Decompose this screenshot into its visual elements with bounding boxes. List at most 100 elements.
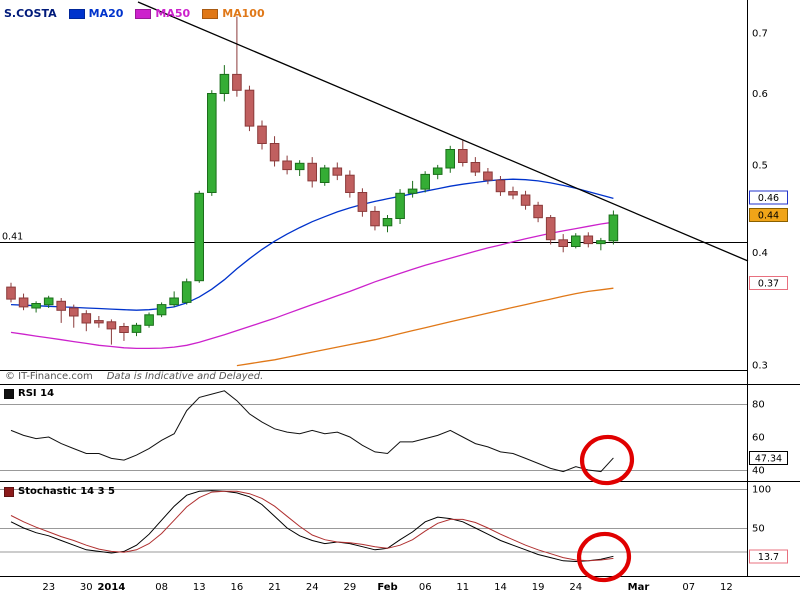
ma-line-MA50 (10, 221, 614, 350)
candle-body (94, 320, 104, 324)
x-axis-label: 12 (720, 582, 733, 593)
candle-body (43, 297, 54, 306)
candle-body (395, 192, 405, 220)
price-tick-label: 0.4 (752, 248, 768, 259)
rsi-marker-icon (4, 388, 14, 399)
rsi-panel-title[interactable]: RSI 14 (4, 388, 54, 399)
price-badge: 0.44 (758, 211, 779, 222)
candle-body (307, 162, 317, 182)
candle-body (269, 143, 280, 162)
ma100-swatch-icon (202, 8, 219, 19)
drawn-circle-annotation[interactable] (576, 531, 632, 584)
candle-body (483, 171, 493, 181)
candle-body (131, 324, 142, 333)
watermark-notice: Data is Indicative and Delayed. (106, 371, 264, 382)
candle-body (608, 214, 619, 242)
candle-body (508, 191, 518, 196)
candle-body (31, 303, 41, 309)
rsi-value-badge: 47.34 (755, 453, 782, 464)
candle-body (194, 192, 204, 282)
rsi-tick-label: 60 (752, 433, 765, 444)
stoch-line-%D (10, 490, 614, 562)
x-axis-label: 11 (456, 582, 469, 593)
candle-body (583, 235, 594, 245)
trendline-drawing[interactable] (137, 1, 749, 262)
rsi-line (10, 390, 614, 473)
legend-item-ma100[interactable]: MA100 (202, 7, 265, 20)
candle-body (244, 89, 255, 127)
stochastic-panel-title[interactable]: Stochastic 14 3 5 (4, 486, 115, 497)
candle-body (169, 297, 179, 306)
candles (6, 16, 619, 345)
price-tick-label: 0.3 (752, 360, 768, 371)
stochastic-marker-icon (4, 486, 14, 497)
ma20-swatch-icon (68, 8, 85, 19)
candle-body (156, 304, 167, 316)
ma100-label: MA100 (222, 7, 265, 20)
stoch-tick-label: 100 (752, 485, 771, 496)
stoch-tick-label: 50 (752, 524, 765, 535)
x-axis-label: 24 (569, 582, 582, 593)
rsi-title-label: RSI 14 (18, 388, 55, 399)
candle-body (596, 240, 606, 245)
x-axis-label: 14 (494, 582, 507, 593)
symbol-name: S.COSTA (4, 7, 57, 20)
stochastic-title-label: Stochastic 14 3 5 (18, 486, 116, 497)
candle-body (219, 73, 230, 95)
candle-body (470, 162, 481, 173)
price-tick-label: 0.6 (752, 89, 768, 100)
candle-body (81, 313, 92, 324)
candle-body (106, 321, 117, 330)
candle-body (56, 300, 67, 311)
candle-body (495, 179, 506, 193)
ma-line-MA20 (10, 178, 614, 311)
candle-body (571, 235, 581, 247)
candle-body (282, 160, 292, 171)
x-axis-label: Mar (628, 582, 650, 593)
candle-body (407, 188, 418, 194)
candle-body (6, 286, 16, 300)
candle-body (232, 73, 242, 91)
candle-body (558, 239, 569, 248)
price-badge-box (749, 190, 788, 205)
price-badge: 0.46 (758, 193, 779, 204)
x-axis-label: 13 (193, 582, 206, 593)
candle-body (319, 167, 330, 183)
candle-body (432, 167, 443, 175)
chart-legend: S.COSTA MA20 MA50 MA100 (4, 7, 277, 20)
watermark: © IT-Finance.com Data is Indicative and D… (5, 371, 263, 382)
ma50-swatch-icon (135, 8, 152, 19)
x-axis-label: 06 (419, 582, 432, 593)
ma-line-MA100 (236, 287, 614, 367)
price-badge-box (749, 275, 788, 290)
x-axis-label: 08 (155, 582, 168, 593)
drawn-circle-annotation[interactable] (579, 434, 635, 487)
stoch-value-badge-box (749, 549, 788, 564)
candle-body (144, 314, 154, 326)
candle-body (207, 93, 217, 193)
x-axis-label: 21 (268, 582, 281, 593)
price-badge: 0.37 (758, 278, 779, 289)
candle-body (119, 326, 129, 333)
candle-body (382, 218, 393, 227)
price-tick-label: 0.5 (752, 160, 768, 171)
x-axis-label: 19 (532, 582, 545, 593)
x-axis-label: 23 (42, 582, 55, 593)
candle-body (332, 167, 343, 176)
candle-body (294, 162, 305, 171)
ma50-label: MA50 (155, 7, 191, 20)
legend-item-ma50[interactable]: MA50 (135, 7, 190, 20)
watermark-copyright: © IT-Finance.com (5, 371, 93, 382)
legend-item-ma20[interactable]: MA20 (68, 7, 123, 20)
price-badge-box (749, 208, 788, 222)
candle-body (370, 210, 380, 227)
candle-body (533, 204, 543, 219)
price-level-label: 0.41 (2, 232, 23, 243)
stoch-line-%K (10, 490, 614, 563)
candle-body (257, 125, 267, 144)
rsi-value-badge-box (749, 450, 788, 465)
candle-body (420, 173, 430, 190)
price-tick-label: 0.7 (752, 29, 768, 40)
